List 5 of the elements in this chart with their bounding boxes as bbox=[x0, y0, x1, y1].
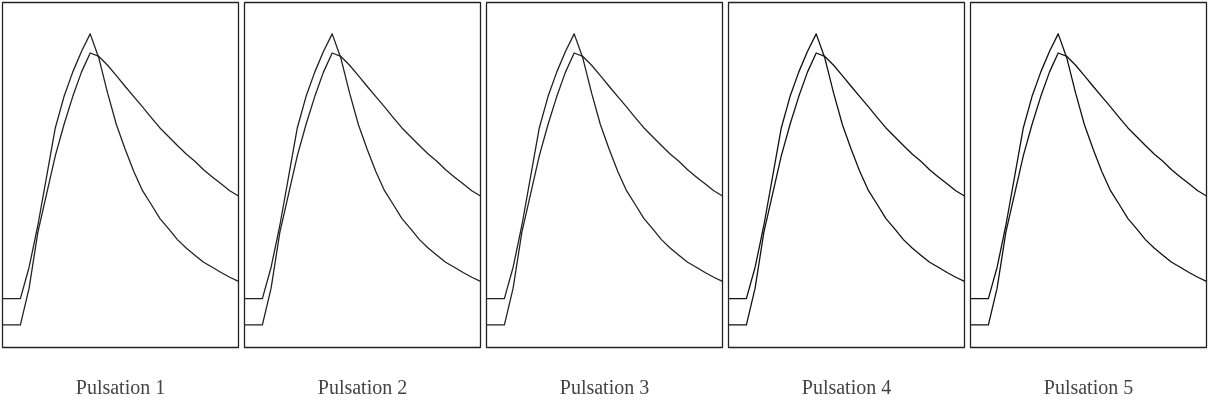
x-axis-title: Pulsation 4 bbox=[801, 375, 892, 398]
x-axis-title: Pulsation 1 bbox=[75, 375, 166, 398]
x-axis-title: Pulsation 5 bbox=[1043, 375, 1134, 398]
x-axis-title: Pulsation 3 bbox=[559, 375, 650, 398]
x-axis-title: Pulsation 2 bbox=[317, 375, 408, 398]
